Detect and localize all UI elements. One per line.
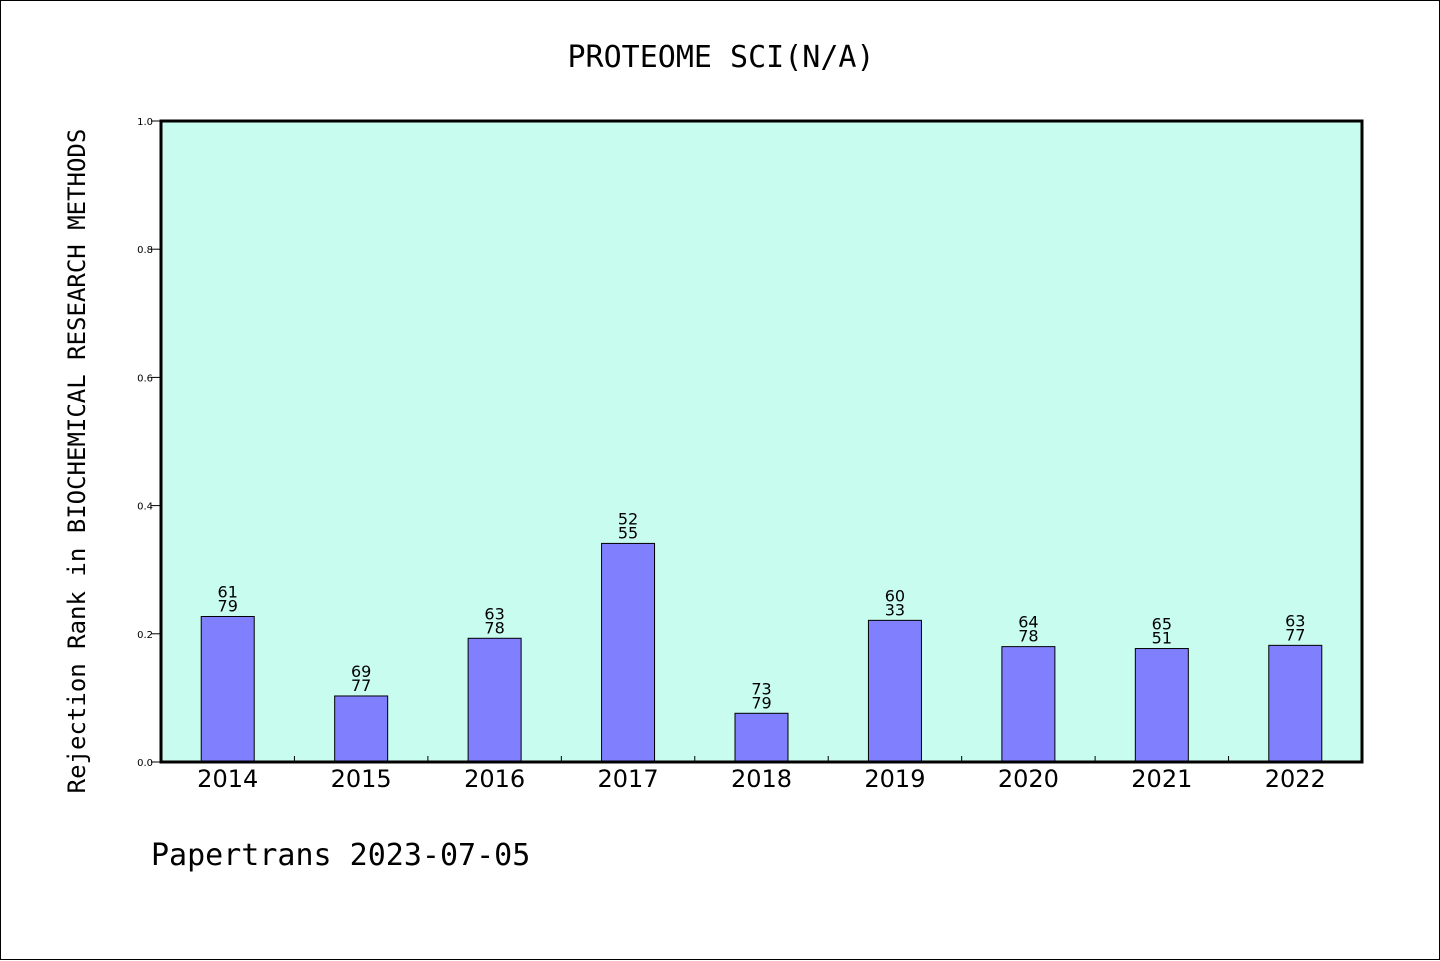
bar-label-top: 61 <box>218 582 238 601</box>
bar-label-bottom: 55 <box>618 523 638 542</box>
x-tick-label: 2015 <box>331 765 392 793</box>
bar-label-bottom: 33 <box>885 600 905 619</box>
x-tick-label: 2019 <box>864 765 925 793</box>
y-tick-label: 1.0 <box>137 117 153 128</box>
bar-label-top: 60 <box>885 586 905 605</box>
y-tick-label: 0.2 <box>137 630 153 641</box>
bar-label-top: 69 <box>351 662 371 681</box>
bar-label-top: 63 <box>484 604 504 623</box>
bar-label-top: 73 <box>751 679 771 698</box>
bar <box>734 712 789 763</box>
y-tick-label: 0.0 <box>137 758 153 769</box>
bar-label-top: 52 <box>618 509 638 528</box>
y-tick-label: 0.6 <box>137 373 153 384</box>
bar <box>467 637 522 763</box>
bar-label-bottom: 78 <box>1018 627 1038 646</box>
bar-label-top: 64 <box>1018 613 1038 632</box>
bar <box>1001 646 1056 763</box>
bar <box>601 542 656 763</box>
plot-border <box>159 119 1364 764</box>
bar-label-bottom: 79 <box>218 596 238 615</box>
bar-label-top: 63 <box>1285 611 1305 630</box>
bar-label-top: 65 <box>1152 615 1172 634</box>
x-tick-label: 2016 <box>464 765 525 793</box>
x-tick-label: 2018 <box>731 765 792 793</box>
bar <box>334 695 389 763</box>
bar-label-bottom: 77 <box>351 676 371 695</box>
chart-title: PROTEOME SCI(N/A) <box>567 40 874 75</box>
bar <box>200 615 255 763</box>
x-tick-label: 2020 <box>998 765 1059 793</box>
y-tick-label: 0.4 <box>137 502 153 513</box>
bar-label-bottom: 51 <box>1152 629 1172 648</box>
bar-label-bottom: 77 <box>1285 625 1305 644</box>
x-axis-ticks: 2014 2015 2016 2017 2018 2019 2020 2021 2022 <box>197 756 1326 793</box>
x-tick-label: 2017 <box>598 765 659 793</box>
y-axis-label: Rejection Rank in BIOCHEMICAL RESEARCH M… <box>63 129 91 794</box>
x-tick-label: 2014 <box>197 765 258 793</box>
bar <box>1268 644 1323 763</box>
bars-group <box>200 542 1323 763</box>
footer-credit: Papertrans 2023-07-05 <box>151 838 530 873</box>
y-tick-label: 0.8 <box>137 245 153 256</box>
bar <box>1134 648 1189 763</box>
bar-label-bottom: 78 <box>484 618 504 637</box>
y-axis-ticks: 0.0 0.2 0.4 0.6 0.8 1.0 <box>137 117 161 769</box>
x-tick-label: 2021 <box>1131 765 1192 793</box>
x-tick-label: 2022 <box>1265 765 1326 793</box>
bar <box>867 619 922 763</box>
bar-label-bottom: 79 <box>751 693 771 712</box>
